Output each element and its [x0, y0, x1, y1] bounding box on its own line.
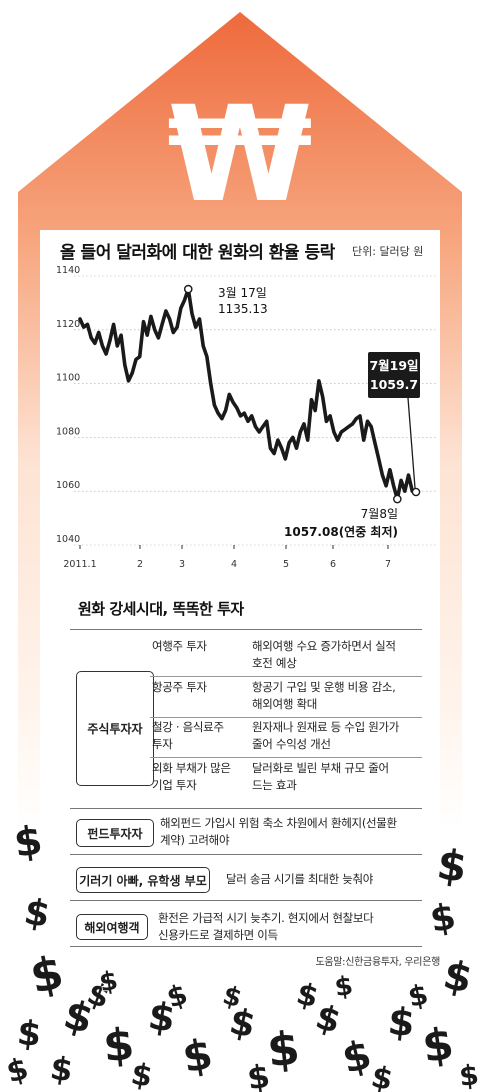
dollar-sign-icon: $ — [386, 999, 417, 1046]
unit-label: 단위: 달러당 원 — [352, 245, 424, 258]
table-top-border — [70, 629, 422, 630]
dollar-sign-icon: $ — [293, 976, 322, 1015]
x-tick-label: 5 — [283, 559, 289, 570]
tip-effect: 항공기 구입 및 운행 비용 감소, 해외여행 확대 — [252, 680, 396, 711]
won-sign-icon: ₩ — [167, 78, 313, 232]
dollar-sign-icon: $ — [338, 1032, 376, 1083]
latest-callout-box — [368, 352, 420, 398]
x-tick-label: 2 — [137, 559, 143, 570]
y-tick-label: 1060 — [56, 480, 80, 491]
low-value-label: 1057.08(연중 최저) — [284, 524, 398, 539]
section-title: 원화 강세시대, 똑똑한 투자 — [78, 600, 244, 618]
dollar-sign-icon: $ — [25, 945, 68, 1004]
y-tick-label: 1080 — [56, 426, 80, 437]
line-chart: 1140 1120 1100 1080 1060 1040 2011.1 2 3 4 5 6 7 3월 1… — [56, 265, 438, 570]
dollar-sign-icon: $ — [311, 997, 345, 1042]
latest-marker — [411, 487, 421, 497]
tip-effect: 해외펀드 가입시 위험 축소 차원에서 환헤지(선물환 계약) 고려해야 — [160, 816, 397, 847]
tip-effect: 달러 송금 시기를 최대한 늦춰야 — [226, 872, 374, 886]
tip-target: 철강 · 음식료주 투자 — [152, 720, 224, 751]
y-tick-label: 1120 — [56, 319, 80, 330]
dollar-sign-icon: $ — [48, 1049, 75, 1090]
peak-date-label: 3월 17일 — [218, 286, 267, 300]
source-credit: 도움말:신한금융투자, 우리은행 — [315, 957, 440, 968]
dollar-sign-icon: $ — [97, 966, 120, 999]
exchange-rate-line — [78, 287, 418, 501]
tip-target: 외화 부채가 많은 기업 투자 — [152, 761, 231, 792]
dollar-sign-icon: $ — [333, 971, 355, 1003]
category-fund-investors: 펀드투자자 — [76, 819, 154, 847]
group-divider — [70, 854, 422, 855]
tip-effect: 달러화로 빌린 부채 규모 줄어 드는 효과 — [252, 761, 389, 792]
tip-target: 여행주 투자 — [152, 639, 207, 653]
tip-effect: 원자재나 원재료 등 수입 원가가 줄어 수익성 개선 — [252, 720, 400, 751]
x-tick-label: 7 — [385, 559, 391, 570]
x-tick-label: 2011.1 — [63, 559, 96, 570]
latest-value-label: 1059.7 — [370, 377, 418, 392]
y-tick-label: 1040 — [56, 534, 80, 545]
tip-effect: 환전은 가급적 시기 늦추기. 현지에서 현찰보다 신용카드로 결제하면 이득 — [158, 911, 374, 942]
row-divider — [150, 676, 422, 677]
x-tick-label: 6 — [330, 559, 336, 570]
low-date-label: 7월8일 — [361, 507, 398, 521]
x-tick-label: 3 — [179, 559, 185, 570]
tip-target: 항공주 투자 — [152, 680, 207, 694]
dollar-sign-icon: $ — [419, 1018, 456, 1073]
x-tick-label: 4 — [231, 559, 237, 570]
y-tick-label: 1140 — [56, 265, 80, 276]
group-divider — [70, 808, 422, 809]
row-divider — [150, 757, 422, 758]
dollar-sign-icon: $ — [15, 1013, 43, 1055]
row-divider — [150, 717, 422, 718]
table-bottom-border — [70, 946, 422, 947]
dollar-sign-icon: $ — [458, 1058, 480, 1092]
category-stock-investors: 주식투자자 — [76, 671, 154, 786]
dollar-sign-icon: $ — [179, 1029, 216, 1082]
peak-value-label: 1135.13 — [218, 302, 268, 316]
tip-effect: 해외여행 수요 증가하면서 실적 호전 예상 — [252, 639, 396, 670]
dollar-sign-icon: $ — [101, 1019, 136, 1072]
dollar-sign-icon: $ — [265, 1021, 302, 1078]
y-tick-label: 1100 — [56, 373, 80, 384]
callout-leader-line — [407, 397, 416, 489]
peak-marker — [183, 284, 193, 294]
dollar-sign-icon: $ — [434, 839, 470, 892]
chart-title: 올 들어 달러화에 대한 원화의 환율 등락 — [60, 243, 335, 263]
dollar-sign-icon: $ — [3, 1051, 32, 1090]
group-divider — [70, 900, 422, 901]
latest-date-label: 7월19일 — [369, 358, 418, 373]
category-goose-dads-parents: 기러기 아빠, 유학생 부모 — [76, 867, 210, 893]
low-marker — [393, 494, 402, 504]
dollar-sign-icon: $ — [439, 952, 476, 1003]
category-overseas-travelers: 해외여행객 — [76, 914, 148, 940]
